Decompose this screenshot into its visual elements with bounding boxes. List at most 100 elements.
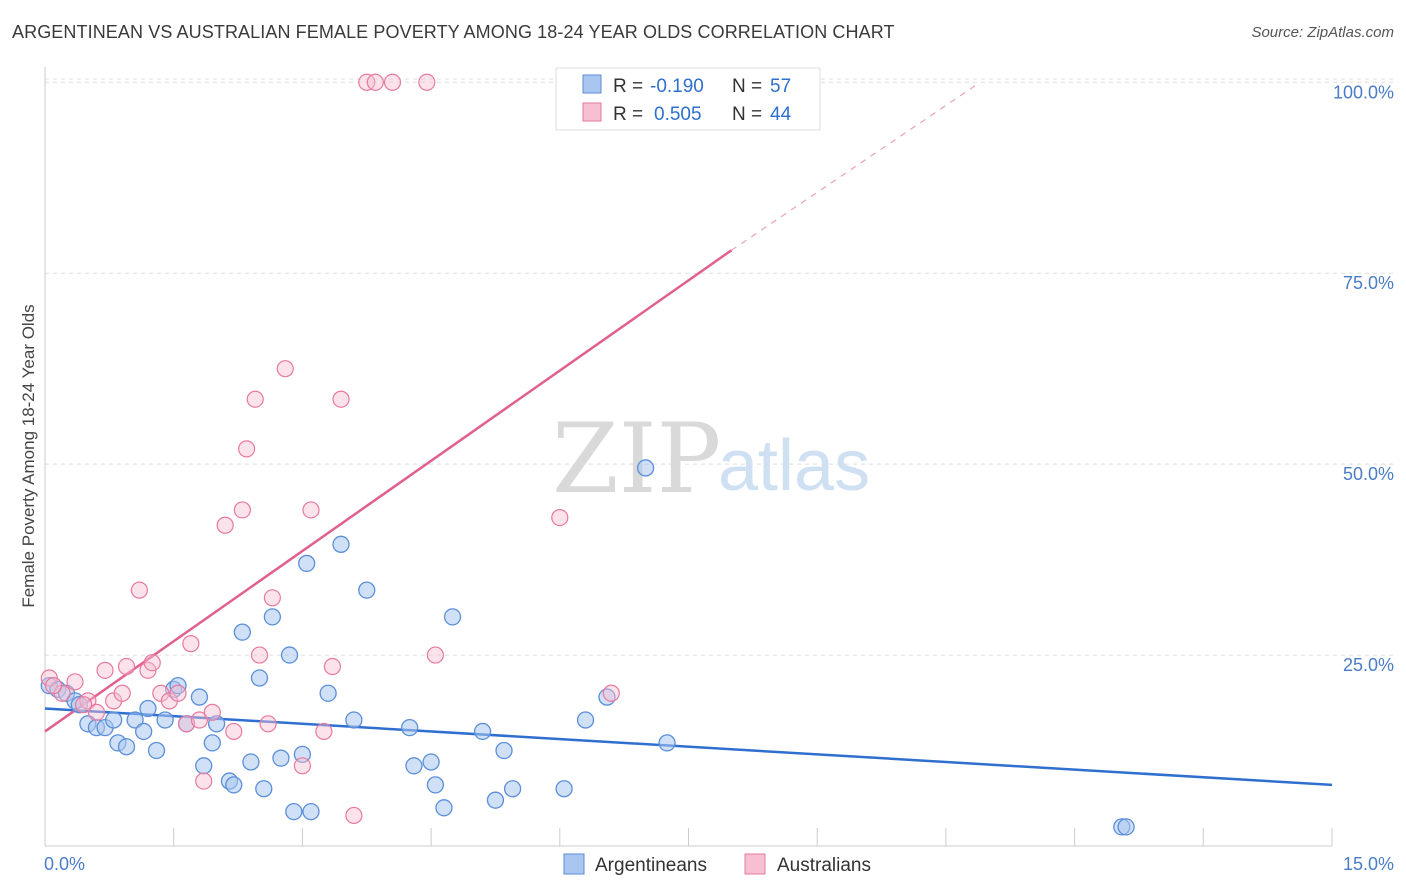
x-tick-label-min: 0.0%	[44, 854, 85, 874]
australians-point	[143, 654, 161, 672]
australians-point	[551, 508, 569, 527]
argentineans-point	[263, 608, 282, 626]
argentineans-point	[70, 696, 88, 714]
legend-r-value-1: -0.190	[650, 76, 704, 97]
argentineans-point	[195, 757, 213, 775]
legend-n-label-2: N =	[732, 104, 762, 125]
y-tick-labels: 25.0% 50.0% 75.0% 100.0%	[1333, 82, 1394, 675]
x-tick-label-max: 15.0%	[1343, 854, 1394, 874]
legend-n-label-1: N =	[732, 76, 762, 97]
argentineans-point	[190, 688, 209, 706]
argentineans-point	[422, 753, 440, 771]
argentineans-point	[250, 669, 269, 687]
legend-argentineans-swatch	[563, 853, 585, 875]
argentineans-point	[285, 802, 303, 821]
australians-point	[345, 806, 363, 825]
australians-point	[233, 501, 251, 519]
y-tick-label: 75.0%	[1343, 273, 1394, 293]
australians-point	[96, 661, 114, 679]
legend-r-value-2: 0.505	[654, 104, 702, 125]
australians-point	[602, 684, 620, 702]
australians-point	[315, 722, 333, 741]
argentineans-point	[495, 741, 513, 760]
legend-australians-label: Australians	[777, 855, 871, 876]
argentineans-point	[345, 711, 363, 729]
australians-point	[238, 440, 256, 458]
australians-point	[418, 73, 436, 91]
argentineans-point	[576, 711, 595, 729]
australians-point	[263, 589, 281, 607]
argentineans-point	[555, 780, 573, 798]
argentineans-point	[135, 722, 153, 741]
argentineans-point	[473, 722, 492, 741]
chart-title: ARGENTINEAN VS AUSTRALIAN FEMALE POVERTY…	[12, 22, 895, 42]
australians-trend-line	[44, 249, 733, 733]
argentineans-point	[426, 776, 445, 794]
y-tick-label: 25.0%	[1343, 655, 1394, 675]
argentineans-point	[486, 791, 505, 809]
argentineans-point	[280, 646, 299, 664]
argentineans-point	[147, 741, 166, 760]
argentineans-point	[117, 738, 136, 756]
argentineans-point	[233, 623, 251, 641]
argentineans-point	[358, 581, 376, 599]
argentineans-point	[1117, 818, 1135, 836]
watermark-atlas: atlas	[718, 426, 870, 506]
trend-lines	[44, 81, 1333, 787]
argentineans-point	[302, 802, 320, 821]
source-label: Source: ZipAtlas.com	[1251, 24, 1394, 41]
argentineans-point	[658, 734, 676, 752]
argentineans-point	[332, 535, 350, 553]
argentineans-point	[255, 780, 273, 798]
argentineans-point	[503, 780, 522, 798]
argentineans-point	[400, 718, 419, 737]
australians-point	[259, 715, 277, 733]
australians-point	[130, 581, 148, 599]
argentineans-point	[225, 776, 243, 794]
legend-n-value-2: 44	[770, 104, 792, 125]
argentineans-swatch	[582, 74, 602, 94]
y-tick-label: 100.0%	[1333, 82, 1394, 102]
series-legend: Argentineans Australians	[563, 853, 871, 876]
gridlines	[45, 78, 1394, 656]
argentineans-point	[405, 757, 423, 775]
argentineans-point	[126, 711, 144, 729]
legend-australians-swatch	[744, 853, 766, 875]
australians-trend-extension	[731, 81, 981, 251]
australians-point	[169, 684, 187, 702]
australians-point	[302, 501, 320, 519]
argentineans-point	[104, 711, 123, 729]
australians-point	[293, 757, 311, 775]
australians-point	[426, 646, 444, 664]
watermark-zip: ZIP	[552, 403, 721, 515]
legend-r-label-2: R =	[613, 104, 643, 125]
australians-point	[216, 516, 234, 534]
x-ticks	[44, 828, 1333, 846]
australians-point	[323, 657, 342, 676]
argentineans-point	[203, 734, 221, 752]
australians-point	[276, 360, 294, 378]
australians-point	[246, 390, 264, 408]
y-tick-label: 50.0%	[1343, 464, 1394, 484]
legend-r-label-1: R =	[613, 76, 643, 97]
australians-point	[117, 657, 136, 676]
australians-point	[225, 722, 243, 741]
argentineans-point	[319, 684, 337, 702]
argentineans-point	[636, 459, 655, 477]
legend-n-value-1: 57	[770, 76, 791, 97]
australians-point	[75, 696, 93, 714]
argentineans-point	[435, 799, 453, 817]
australians-point	[177, 715, 196, 733]
australians-point	[182, 635, 200, 653]
argentineans-point	[156, 711, 174, 729]
legend-argentineans-label: Argentineans	[595, 855, 707, 876]
y-axis-label: Female Poverty Among 18-24 Year Olds	[19, 304, 38, 607]
australians-point	[87, 703, 106, 721]
argentineans-point	[139, 699, 157, 718]
australians-point	[366, 73, 384, 91]
argentineans-point	[443, 608, 462, 626]
argentineans-points	[40, 459, 1135, 836]
argentineans-trend-line	[44, 707, 1333, 787]
australians-point	[195, 772, 213, 790]
